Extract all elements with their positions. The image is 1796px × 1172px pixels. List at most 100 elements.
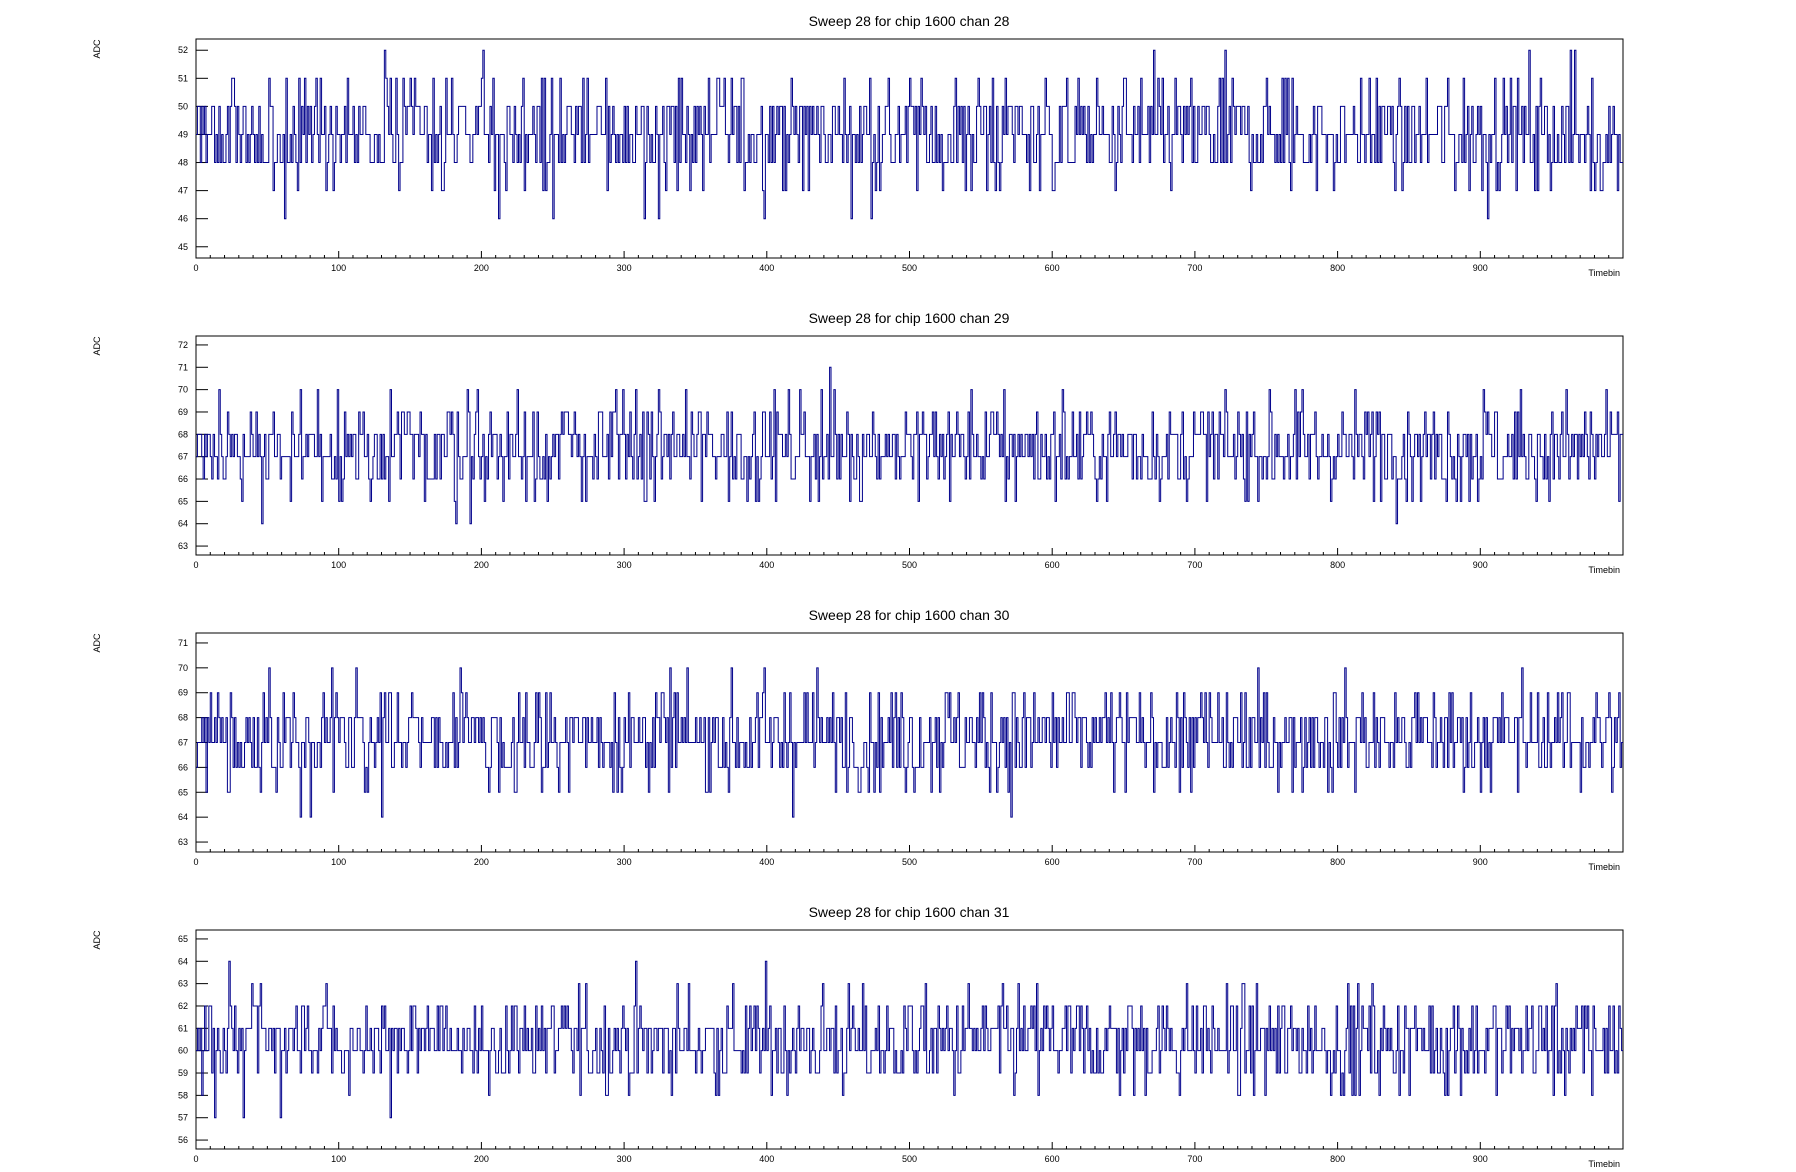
x-tick-label: 100	[331, 263, 346, 273]
x-tick-label: 900	[1473, 263, 1488, 273]
y-tick-label: 51	[178, 73, 188, 83]
y-axis-label: ADC	[92, 930, 102, 950]
y-tick-label: 71	[178, 362, 188, 372]
x-tick-label: 600	[1045, 857, 1060, 867]
x-tick-label: 300	[617, 1154, 632, 1164]
x-tick-label: 400	[759, 263, 774, 273]
x-tick-label: 600	[1045, 263, 1060, 273]
x-tick-label: 800	[1330, 560, 1345, 570]
x-tick-label: 700	[1187, 857, 1202, 867]
y-tick-label: 56	[178, 1135, 188, 1145]
x-tick-label: 900	[1473, 857, 1488, 867]
x-tick-label: 300	[617, 560, 632, 570]
chart-title: Sweep 28 for chip 1600 chan 30	[809, 607, 1010, 623]
plot-frame: 45 46 47 48 49 50 51 52 0 100 200 300 400 500 600 700 80…	[178, 38, 1624, 273]
y-tick-label: 60	[178, 1046, 188, 1056]
x-tick-label: 800	[1330, 857, 1345, 867]
x-tick-label: 100	[331, 560, 346, 570]
x-tick-label: 600	[1045, 560, 1060, 570]
y-tick-label: 49	[178, 129, 188, 139]
y-tick-label: 70	[178, 663, 188, 673]
chart-title: Sweep 28 for chip 1600 chan 29	[809, 310, 1010, 326]
y-tick-label: 69	[178, 688, 188, 698]
y-tick-label: 50	[178, 101, 188, 111]
series-line	[196, 960, 1623, 1119]
x-axis-label: Timebin	[1588, 565, 1620, 575]
y-tick-label: 69	[178, 407, 188, 417]
y-tick-label: 64	[178, 956, 188, 966]
y-tick-label: 47	[178, 186, 188, 196]
y-tick-label: 58	[178, 1090, 188, 1100]
y-axis-label: ADC	[92, 39, 102, 59]
y-tick-label: 71	[178, 638, 188, 648]
y-tick-label: 59	[178, 1068, 188, 1078]
y-tick-label: 65	[178, 496, 188, 506]
x-tick-label: 0	[193, 857, 198, 867]
y-tick-label: 61	[178, 1023, 188, 1033]
x-tick-label: 400	[759, 857, 774, 867]
y-tick-label: 46	[178, 214, 188, 224]
y-tick-label: 64	[178, 812, 188, 822]
x-tick-label: 900	[1473, 560, 1488, 570]
chart-title: Sweep 28 for chip 1600 chan 31	[809, 904, 1010, 920]
y-tick-label: 68	[178, 713, 188, 723]
x-tick-label: 500	[902, 560, 917, 570]
x-tick-label: 400	[759, 560, 774, 570]
y-tick-label: 63	[178, 837, 188, 847]
x-tick-label: 200	[474, 560, 489, 570]
chart-panel-chan-31: Sweep 28 for chip 1600 chan 31 ADC Timeb…	[92, 904, 1624, 1169]
y-axis-label: ADC	[92, 336, 102, 356]
chart-panel-chan-29: Sweep 28 for chip 1600 chan 29 ADC Timeb…	[92, 310, 1624, 575]
x-tick-label: 300	[617, 857, 632, 867]
x-tick-label: 500	[902, 263, 917, 273]
plot-frame: 63 64 65 66 67 68 69 70 71 72 0 100 200 300 400 500 600 7…	[178, 335, 1624, 570]
y-tick-label: 48	[178, 158, 188, 168]
plot-frame: 63 64 65 66 67 68 69 70 71 0 100 200 300 400 500 600 700…	[178, 632, 1624, 867]
y-tick-label: 63	[178, 979, 188, 989]
x-tick-label: 300	[617, 263, 632, 273]
x-tick-label: 200	[474, 857, 489, 867]
x-tick-label: 0	[193, 1154, 198, 1164]
x-tick-label: 100	[331, 857, 346, 867]
y-tick-label: 67	[178, 452, 188, 462]
x-tick-label: 800	[1330, 1154, 1345, 1164]
x-tick-label: 900	[1473, 1154, 1488, 1164]
y-tick-label: 66	[178, 762, 188, 772]
y-tick-label: 57	[178, 1113, 188, 1123]
x-tick-label: 200	[474, 263, 489, 273]
y-tick-label: 67	[178, 738, 188, 748]
x-tick-label: 700	[1187, 263, 1202, 273]
plot-border	[195, 335, 1624, 556]
chart-panel-chan-28: Sweep 28 for chip 1600 chan 28 ADC Timeb…	[92, 13, 1624, 278]
x-axis-label: Timebin	[1588, 268, 1620, 278]
x-tick-label: 500	[902, 857, 917, 867]
x-tick-label: 0	[193, 560, 198, 570]
chart-panel-chan-30: Sweep 28 for chip 1600 chan 30 ADC Timeb…	[92, 607, 1624, 872]
y-tick-label: 52	[178, 45, 188, 55]
plot-frame: 56 57 58 59 60 61 62 63 64 65 0 100 200 300 400 500 600 7…	[178, 929, 1624, 1164]
y-tick-label: 72	[178, 340, 188, 350]
x-tick-label: 200	[474, 1154, 489, 1164]
y-tick-label: 63	[178, 541, 188, 551]
x-tick-label: 400	[759, 1154, 774, 1164]
series-line	[196, 366, 1623, 525]
x-tick-label: 500	[902, 1154, 917, 1164]
x-tick-label: 100	[331, 1154, 346, 1164]
series-line	[196, 667, 1623, 818]
series-line	[196, 49, 1623, 220]
x-axis-label: Timebin	[1588, 1159, 1620, 1169]
y-tick-label: 70	[178, 385, 188, 395]
y-tick-label: 68	[178, 429, 188, 439]
x-tick-label: 800	[1330, 263, 1345, 273]
x-tick-label: 700	[1187, 1154, 1202, 1164]
y-tick-label: 64	[178, 519, 188, 529]
x-tick-label: 700	[1187, 560, 1202, 570]
chart-title: Sweep 28 for chip 1600 chan 28	[809, 13, 1010, 29]
y-tick-label: 65	[178, 787, 188, 797]
y-tick-label: 45	[178, 242, 188, 252]
x-tick-label: 600	[1045, 1154, 1060, 1164]
y-tick-label: 65	[178, 934, 188, 944]
x-axis-label: Timebin	[1588, 862, 1620, 872]
x-tick-label: 0	[193, 263, 198, 273]
